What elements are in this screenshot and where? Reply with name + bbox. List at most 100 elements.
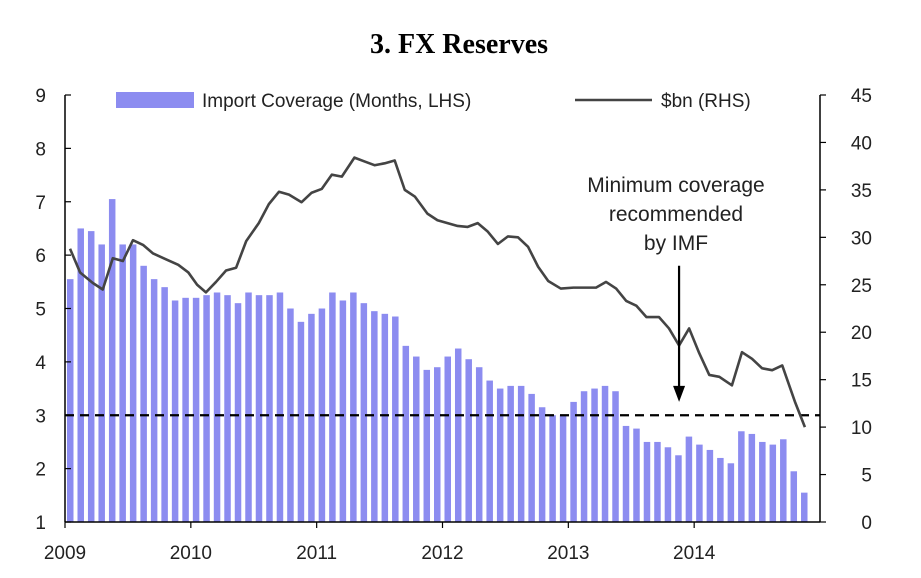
left-tick-label: 6 <box>35 246 46 267</box>
right-tick-label: 20 <box>851 323 872 344</box>
right-tick-label: 10 <box>851 418 872 439</box>
bar <box>193 298 200 522</box>
bar <box>151 279 158 522</box>
right-tick-label: 25 <box>851 276 872 297</box>
bar <box>539 407 546 522</box>
bar <box>560 415 567 522</box>
bar <box>245 292 252 522</box>
bar <box>235 303 242 522</box>
bar <box>224 295 231 522</box>
bar <box>172 300 179 522</box>
bar <box>382 314 389 522</box>
bar <box>298 322 305 522</box>
bar <box>350 292 357 522</box>
bar <box>392 317 399 522</box>
bar <box>403 346 410 522</box>
right-tick-label: 40 <box>851 133 872 154</box>
bar <box>728 463 735 522</box>
left-tick-label: 8 <box>35 139 46 160</box>
legend-bar-swatch <box>116 92 194 108</box>
bar <box>717 458 724 522</box>
bar <box>329 292 336 522</box>
bar <box>770 445 777 522</box>
x-tick-label: 2014 <box>673 543 716 564</box>
bar <box>140 266 147 522</box>
bar <box>665 447 672 522</box>
bar <box>801 493 808 522</box>
bar <box>340 300 347 522</box>
bar <box>549 415 556 522</box>
bar <box>623 426 630 522</box>
bar <box>654 442 661 522</box>
bar <box>434 367 441 522</box>
left-tick-label: 3 <box>35 406 46 427</box>
right-tick-label: 15 <box>851 371 872 392</box>
right-tick-label: 35 <box>851 181 872 202</box>
bar <box>256 295 262 522</box>
bar <box>528 394 535 522</box>
right-tick-label: 5 <box>861 466 872 487</box>
bar <box>612 391 619 522</box>
left-tick-label: 4 <box>35 353 46 374</box>
right-tick-label: 0 <box>861 513 872 534</box>
left-tick-label: 5 <box>35 300 46 321</box>
bar <box>109 199 116 522</box>
bar <box>476 367 483 522</box>
bar <box>497 389 504 522</box>
left-tick-label: 1 <box>35 513 46 534</box>
right-tick-label: 45 <box>851 86 872 107</box>
bar <box>644 442 651 522</box>
bar <box>161 287 168 522</box>
bar <box>413 357 420 522</box>
legend-line-label: $bn (RHS) <box>661 91 751 112</box>
bar <box>507 386 514 522</box>
bar <box>88 231 95 522</box>
bar <box>518 386 525 522</box>
right-tick-label: 30 <box>851 228 872 249</box>
bar <box>67 279 74 522</box>
bar <box>277 292 284 522</box>
left-tick-label: 2 <box>35 460 46 481</box>
bar <box>182 298 189 522</box>
bar <box>203 295 210 522</box>
bar <box>361 303 368 522</box>
bar <box>602 386 609 522</box>
bar <box>371 311 378 522</box>
annotation-text-line: by IMF <box>644 232 708 255</box>
legend: Import Coverage (Months, LHS) $bn (RHS) <box>116 91 751 112</box>
bar <box>424 370 431 522</box>
bar <box>130 244 137 522</box>
bar <box>308 314 315 522</box>
left-tick-label: 7 <box>35 193 46 214</box>
annotation-text-line: recommended <box>609 203 743 226</box>
bar <box>780 439 787 522</box>
legend-bar-label: Import Coverage (Months, LHS) <box>202 91 471 112</box>
x-tick-label: 2012 <box>421 543 463 564</box>
bar <box>581 391 588 522</box>
bar <box>675 455 682 522</box>
bar <box>455 349 462 522</box>
x-tick-label: 2011 <box>296 543 337 564</box>
bar <box>119 244 126 522</box>
bar <box>686 437 693 522</box>
bar <box>486 381 493 522</box>
bar <box>444 357 451 522</box>
x-tick-label: 2009 <box>44 543 86 564</box>
bar <box>749 434 756 522</box>
bar <box>791 471 798 522</box>
bar <box>738 431 745 522</box>
bar <box>570 402 577 522</box>
bar <box>591 389 598 522</box>
bar <box>633 429 640 522</box>
x-tick-label: 2010 <box>170 543 212 564</box>
bar <box>465 359 472 522</box>
bar <box>759 442 766 522</box>
bar <box>707 450 714 522</box>
bar <box>214 292 221 522</box>
bar <box>696 445 703 522</box>
bar <box>266 295 273 522</box>
annotation-text-line: Minimum coverage <box>587 174 764 197</box>
